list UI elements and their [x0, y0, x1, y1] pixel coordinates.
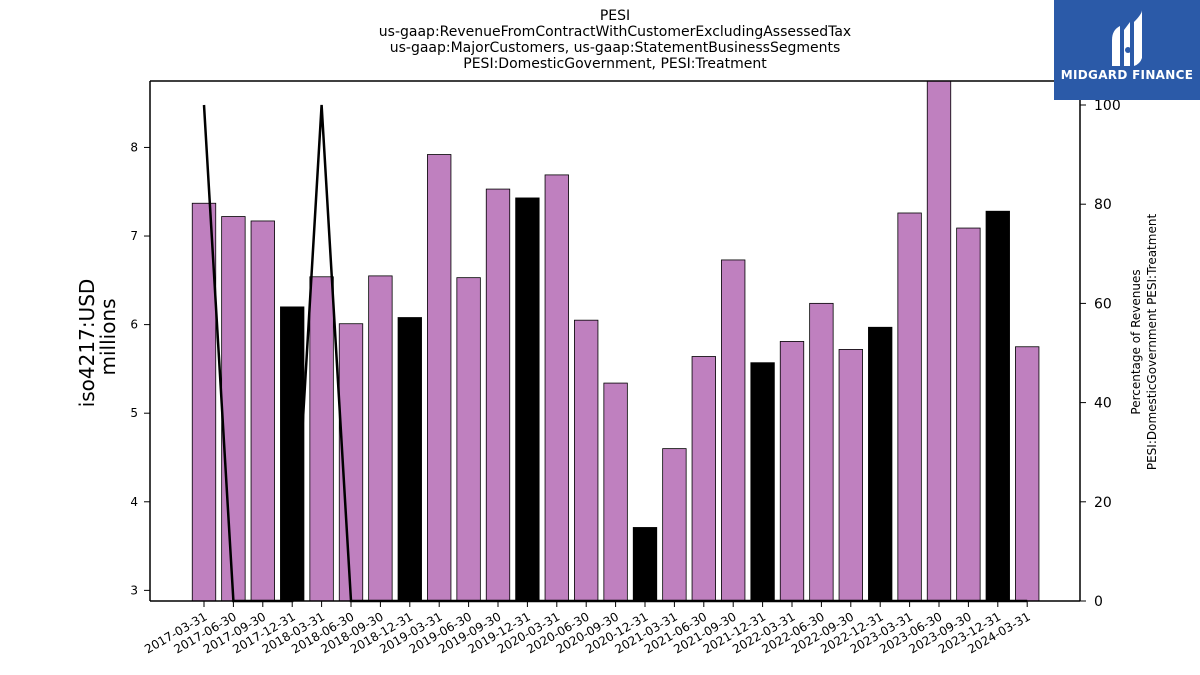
title-line: PESI:DomesticGovernment, PESI:Treatment: [463, 56, 767, 72]
y2-axis-label-line: Percentage of Revenues: [1129, 269, 1143, 414]
title-line: us-gaap:RevenueFromContractWithCustomerE…: [379, 24, 851, 40]
bar: [309, 276, 334, 602]
bar: [427, 154, 452, 602]
axes: [149, 80, 1081, 602]
y2-axis-label: Percentage of Revenues PESI:DomesticGover…: [1129, 214, 1159, 471]
title-line: PESI: [600, 8, 630, 24]
midgard-finance-logo: MIDGARD FINANCE: [1054, 0, 1200, 100]
logo-mark-icon: [1112, 10, 1142, 66]
y2-tick-label: 20: [1094, 495, 1112, 511]
bar: [868, 326, 893, 602]
y-axis-label-line: iso4217:USD: [75, 279, 99, 408]
bar: [750, 362, 775, 602]
y2-tick-label: 60: [1094, 296, 1112, 312]
bar: [632, 527, 658, 602]
y-tick-label: 7: [130, 229, 138, 243]
bar: [544, 174, 569, 602]
bar: [838, 349, 863, 602]
y-axis-label-line: millions: [96, 298, 120, 375]
y2-tick-label: 80: [1094, 197, 1112, 213]
bar: [250, 220, 275, 602]
logo-text: MIDGARD FINANCE: [1060, 68, 1194, 82]
bar: [456, 277, 481, 602]
bar: [721, 259, 746, 602]
bar: [779, 341, 805, 602]
title-line: us-gaap:MajorCustomers, us-gaap:Statemen…: [390, 40, 841, 56]
bar: [397, 317, 422, 602]
bar: [662, 448, 687, 602]
bar: [603, 382, 628, 602]
bars: [191, 80, 1040, 602]
y-tick-label: 6: [130, 318, 138, 332]
y-axis-ticks: 3 4 5 6 7 8: [130, 140, 150, 597]
chart-title: PESIus-gaap:RevenueFromContractWithCusto…: [379, 8, 851, 72]
y-tick-label: 3: [130, 583, 138, 597]
y2-tick-label: 100: [1094, 98, 1121, 114]
bar: [574, 319, 599, 602]
bar: [485, 188, 511, 602]
bar: [691, 356, 716, 602]
y2-tick-label: 40: [1094, 396, 1112, 412]
y2-axis-label-line: PESI:DomesticGovernment PESI:Treatment: [1145, 214, 1159, 471]
bar: [221, 216, 246, 602]
bar: [368, 275, 393, 602]
y-tick-label: 4: [130, 495, 138, 509]
x-axis-ticks: 2017-03-312017-06-302017-09-302017-12-31…: [142, 601, 1033, 656]
bar: [985, 210, 1010, 602]
bar: [926, 80, 952, 602]
bar: [515, 197, 540, 602]
bar: [897, 212, 922, 602]
y2-axis-ticks: 0 20 40 60 80 100: [1080, 98, 1121, 610]
y-tick-label: 8: [130, 140, 138, 154]
bar: [1015, 346, 1040, 602]
bar: [809, 302, 834, 602]
y-tick-label: 5: [130, 406, 138, 420]
bar: [956, 227, 981, 602]
y2-tick-label: 0: [1094, 594, 1103, 610]
